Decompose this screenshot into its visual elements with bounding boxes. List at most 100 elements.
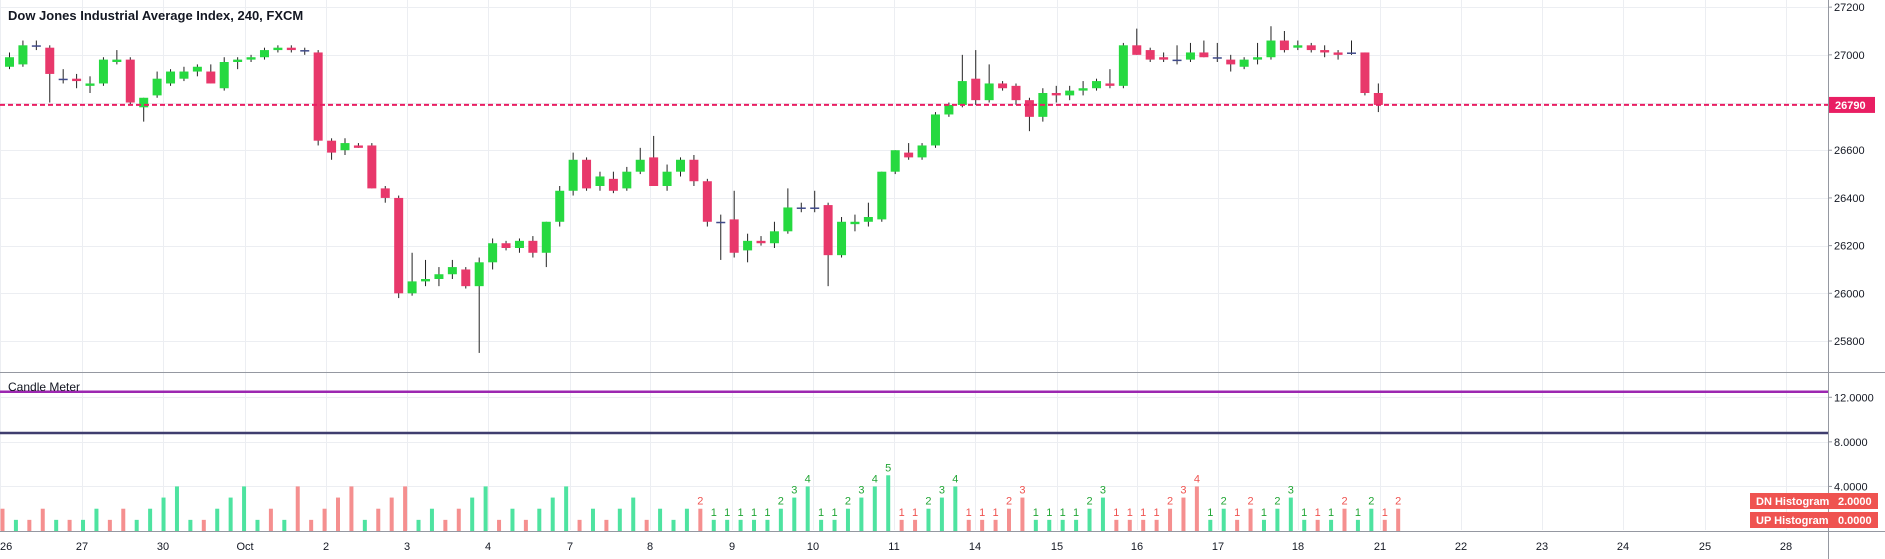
candle-body (1360, 52, 1370, 93)
candle-body (1185, 52, 1195, 60)
candle (890, 150, 900, 175)
candle (1159, 52, 1169, 62)
candle (259, 47, 269, 60)
histogram-bar (67, 519, 72, 531)
histogram-bar (1194, 486, 1199, 531)
candle-body (877, 171, 887, 220)
candle (1051, 85, 1061, 103)
candle-body (769, 231, 779, 244)
candle-body (327, 140, 337, 153)
candle (1279, 31, 1289, 53)
histogram-count-label: 1 (1127, 507, 1133, 519)
histogram-bar (671, 519, 676, 531)
histogram-bar (188, 519, 193, 531)
candle (488, 238, 498, 270)
candle-body (917, 145, 927, 158)
candle-body (1279, 40, 1289, 51)
histogram-bar (1261, 519, 1266, 531)
histogram-bar (54, 519, 59, 531)
histogram-count-label: 4 (805, 473, 811, 485)
candle (729, 190, 739, 258)
candle-body (421, 279, 431, 282)
date-label: 8 (647, 541, 653, 553)
candle (1132, 28, 1142, 55)
histogram-bar (349, 486, 354, 531)
candle (716, 214, 726, 260)
candle-body (984, 83, 994, 101)
histogram-bar (550, 497, 555, 531)
candle-body (1065, 90, 1075, 96)
candle (18, 40, 28, 67)
histogram-count-label: 2 (778, 496, 784, 508)
legend-value: 0.0000 (1838, 515, 1872, 527)
histogram-bar (443, 519, 448, 531)
candle-body (930, 114, 940, 146)
histogram-bar (1396, 508, 1401, 531)
candle (474, 257, 484, 353)
candle-body (863, 217, 873, 222)
candle (1360, 52, 1370, 96)
histogram-count-label: 1 (1046, 507, 1052, 519)
candle (904, 143, 914, 160)
candle (796, 202, 806, 213)
histogram-count-label: 2 (1221, 496, 1227, 508)
candle-body (5, 57, 14, 67)
date-label: 27 (76, 541, 88, 553)
candle (273, 45, 283, 53)
histogram-count-label: 2 (845, 496, 851, 508)
candle (1024, 97, 1034, 132)
candle (1212, 42, 1222, 62)
candle-body (1011, 85, 1021, 101)
candle-body (890, 150, 900, 172)
histogram-bar (1382, 519, 1387, 531)
candle-body (85, 83, 95, 86)
histogram-count-label: 3 (1100, 485, 1106, 497)
histogram-bar (1315, 519, 1320, 531)
candle (31, 40, 41, 51)
candle (501, 240, 511, 251)
candle (85, 76, 95, 93)
candle (152, 71, 162, 98)
date-label: 2 (323, 541, 329, 553)
candle-body (729, 219, 739, 253)
date-label: 21 (1374, 541, 1386, 553)
indicator-tick-label: 12.0000 (1834, 392, 1874, 404)
histogram-count-label: 4 (1194, 473, 1200, 485)
candle (863, 202, 873, 227)
histogram-bar (1141, 519, 1146, 531)
candle-body (1105, 83, 1115, 86)
histogram-bar (1074, 519, 1079, 531)
histogram-bar (309, 519, 314, 531)
candle (1185, 42, 1195, 62)
candle-body (139, 97, 149, 108)
candle-body (635, 159, 645, 172)
candle (353, 143, 363, 148)
histogram-count-label: 1 (764, 507, 770, 519)
candle (1078, 81, 1088, 96)
candle-body (944, 104, 954, 115)
candle-body (1092, 81, 1102, 89)
candle-body (380, 188, 390, 198)
candle (461, 267, 471, 289)
histogram-bar (1275, 508, 1280, 531)
indicator-title: Candle Meter (8, 380, 80, 394)
histogram-bar (134, 519, 139, 531)
histogram-count-label: 1 (738, 507, 744, 519)
histogram-bar (805, 486, 810, 531)
candle-body (662, 171, 672, 186)
histogram-count-label: 1 (979, 507, 985, 519)
histogram-count-label: 2 (1368, 496, 1374, 508)
histogram-bar (295, 486, 300, 531)
candle (340, 138, 350, 155)
candle-body (756, 240, 766, 244)
histogram-bar (966, 519, 971, 531)
candle (1306, 42, 1316, 53)
candle-body (461, 269, 471, 287)
histogram-bar (255, 519, 260, 531)
histogram-count-label: 1 (831, 507, 837, 519)
candle-body (219, 62, 229, 89)
histogram-bar (926, 508, 931, 531)
candle-body (1347, 52, 1356, 54)
histogram-bar (456, 508, 461, 531)
